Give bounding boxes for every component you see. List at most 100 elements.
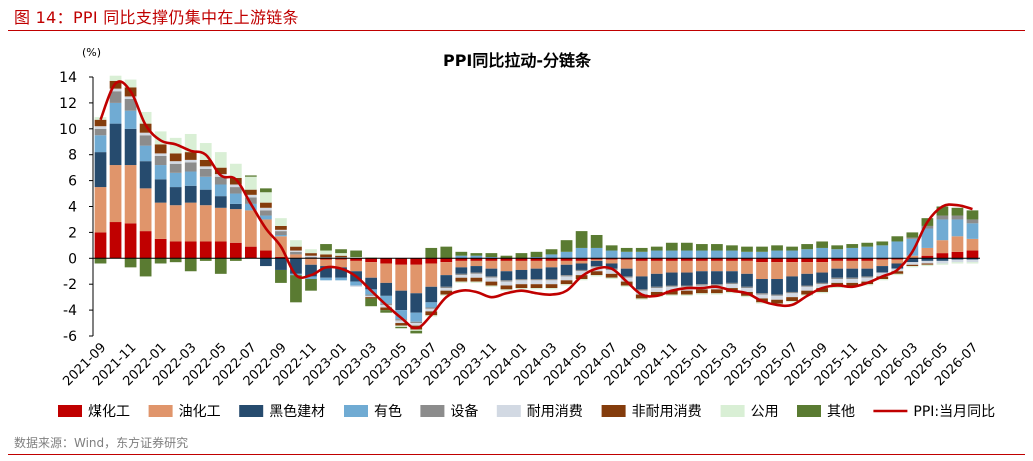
source-note: 数据来源：Wind，东方证券研究 [14, 436, 189, 450]
bar-segment [109, 123, 122, 166]
bar-segment [335, 249, 347, 254]
bar-segment [500, 285, 513, 290]
bar-segment [440, 275, 453, 287]
bar-segment [365, 257, 377, 259]
bar-segment [696, 271, 708, 285]
bar-segment [605, 259, 618, 264]
bar-segment [545, 280, 558, 285]
bar-segment [184, 258, 197, 272]
bar-segment [425, 308, 438, 312]
bar-segment [154, 202, 167, 239]
bar-segment [650, 273, 663, 287]
bar-segment [771, 279, 783, 295]
bar-segment [244, 210, 257, 247]
y-tick-label: -4 [63, 303, 77, 319]
bar-segment [726, 284, 738, 289]
bar-segment [470, 277, 483, 282]
bar-segment [305, 255, 317, 258]
bar-segment [184, 159, 197, 163]
bar-segment [575, 263, 588, 270]
bar-segment [425, 307, 438, 309]
legend: 煤化工 油化工 黑色建材 有色 设备 耐用消费 非耐用消费 公用 其他 PPI:当月同比 [58, 403, 995, 420]
bar-segment [169, 241, 182, 259]
bar-segment [335, 253, 347, 256]
bar-segment [726, 258, 738, 261]
bar-segment [936, 206, 949, 216]
bar-segment [260, 192, 272, 203]
bar-segment [485, 276, 498, 278]
bar-segment [891, 236, 904, 242]
bar-segment [756, 258, 768, 263]
bar-segment [169, 258, 182, 263]
bar-segment [380, 263, 393, 283]
bar-segment [891, 271, 904, 274]
bar-segment [801, 244, 813, 250]
bar-segment [260, 188, 272, 193]
legend-label: 公用 [751, 404, 779, 420]
bar-segment [861, 276, 874, 278]
bar-segment [846, 268, 859, 278]
bar-segment [575, 269, 588, 272]
bar-segment [891, 259, 904, 264]
chart-title: PPI同比拉动-分链条 [443, 51, 592, 70]
bar-segment [335, 257, 347, 259]
bar-segment [680, 294, 693, 296]
bar-segment [124, 128, 137, 166]
bar-segment [936, 219, 949, 241]
bar-segment [560, 240, 573, 252]
bar-segment [665, 258, 678, 261]
bar-segment [470, 255, 483, 259]
bar-segment [455, 275, 468, 278]
bar-segment [966, 258, 979, 260]
bar-segment [365, 294, 377, 296]
bar-segment [260, 219, 272, 251]
legend-item: 耐用消费 [496, 404, 583, 420]
bar-segment [500, 255, 513, 259]
bar-segment [771, 295, 783, 300]
bar-segment [184, 171, 197, 186]
bar-segment [229, 187, 242, 194]
bar-segment [741, 251, 753, 259]
y-tick-label: -2 [63, 277, 77, 293]
bar-segment [665, 272, 678, 286]
bar-segment [350, 281, 362, 286]
bar-segment [365, 277, 377, 290]
bar-segment [350, 250, 362, 257]
legend-label: 设备 [450, 403, 478, 420]
legend-label: 耐用消费 [527, 404, 583, 420]
bar-segment [335, 258, 347, 260]
legend-label: 有色 [374, 403, 402, 420]
bar-segment [906, 266, 919, 268]
bar-segment [831, 268, 844, 278]
bar-segment [786, 246, 798, 251]
bar-segment [290, 258, 302, 274]
bar-segment [741, 295, 753, 298]
bar-segment [951, 259, 964, 263]
bar-segment [665, 294, 678, 296]
bar-segment [244, 203, 257, 211]
bar-segment [455, 251, 468, 256]
bar-segment [741, 246, 753, 252]
bar-segment [696, 244, 708, 251]
bar-segment [154, 238, 167, 259]
legend-swatch [797, 405, 821, 417]
bar-segment [199, 168, 212, 177]
bar-segment [139, 231, 152, 259]
bar-segment [696, 293, 708, 295]
bar-segment [260, 207, 272, 211]
bar-segment [921, 258, 934, 261]
bar-segment [846, 244, 859, 248]
bar-segment [154, 165, 167, 180]
bar-segment [244, 176, 257, 190]
bar-segment [560, 260, 573, 265]
bar-segment [380, 307, 393, 311]
figure-label: 图 14：PPI 同比支撑仍集中在上游链条 [14, 8, 299, 27]
bar-segment [861, 284, 874, 286]
bar-segment [425, 247, 438, 259]
bar-segment [936, 253, 949, 259]
bar-segment [470, 258, 483, 261]
bar-segment [229, 163, 242, 179]
bar-segment [214, 258, 227, 274]
bar-segment [275, 269, 287, 283]
bar-segment [831, 260, 844, 269]
